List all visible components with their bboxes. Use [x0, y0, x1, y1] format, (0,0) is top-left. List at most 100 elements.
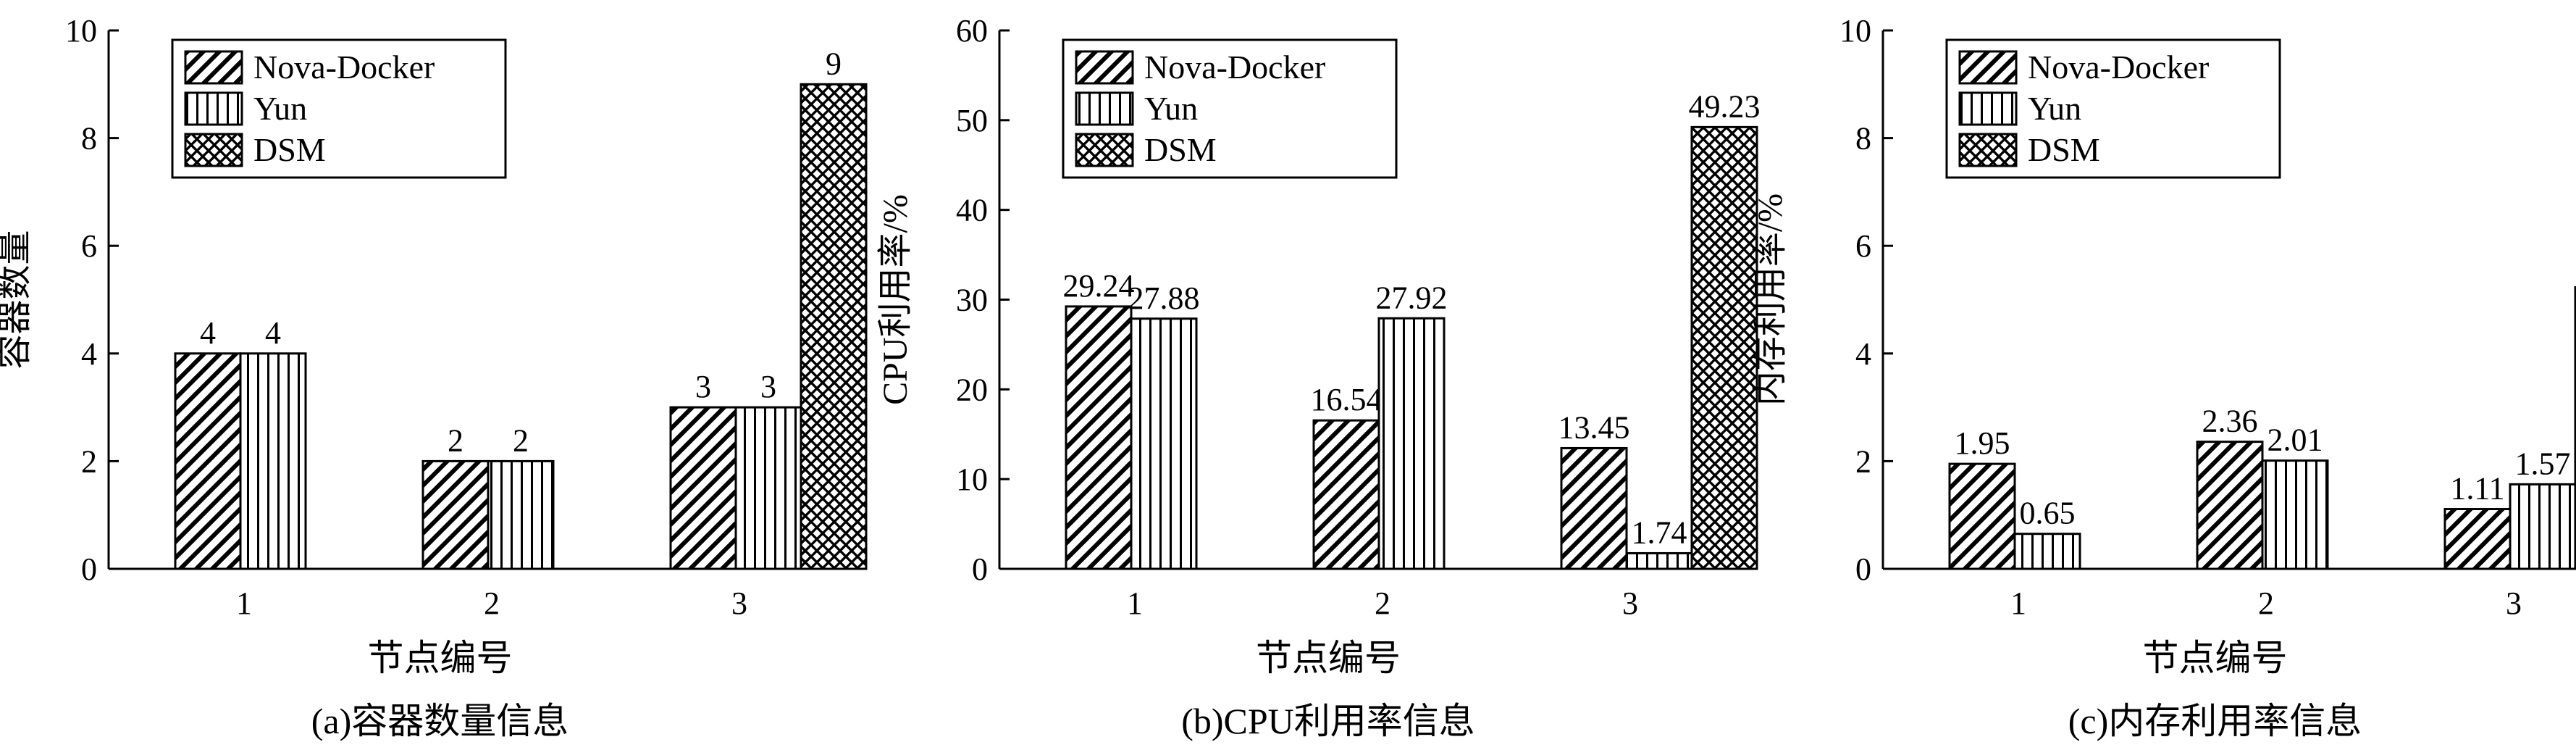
legend-swatch-yun [1075, 91, 1134, 126]
bar-nova-docker-node-1 [174, 352, 242, 570]
y-tick-label: 2 [1855, 443, 1871, 479]
y-tick-label: 0 [1855, 551, 1871, 587]
chart-panel-3: 02468101.950.6512.362.0121.111.575.233内存… [1751, 13, 2576, 741]
data-label-nova-docker-node-1: 4 [200, 315, 216, 351]
bar-yun-node-1 [1130, 317, 1198, 570]
bar-yun-node-2 [487, 459, 555, 570]
data-label-nova-docker-node-2: 2.36 [2202, 404, 2258, 439]
legend-label-yun: Yun [1144, 90, 1198, 127]
bar-dsm-node-3 [800, 83, 868, 570]
bar-yun-node-2 [1377, 317, 1446, 570]
y-tick-label: 6 [81, 228, 97, 264]
y-tick-label: 6 [1855, 228, 1871, 264]
y-tick-label: 10 [956, 462, 988, 497]
data-label-yun-node-3: 1.57 [2515, 446, 2571, 481]
y-tick-label: 0 [81, 551, 97, 587]
bar-yun-node-1 [2013, 533, 2081, 570]
data-label-yun-node-1: 0.65 [2020, 496, 2076, 531]
x-tick-label: 2 [1375, 586, 1390, 621]
data-label-nova-docker-node-3: 3 [695, 369, 711, 404]
legend-label-yun: Yun [2028, 90, 2081, 127]
x-tick-label: 1 [2010, 586, 2026, 621]
bar-dsm-node-3 [1690, 125, 1758, 570]
y-tick-label: 4 [1855, 336, 1871, 372]
legend-label-nova-docker: Nova-Docker [253, 49, 435, 86]
x-tick-label: 1 [1127, 586, 1143, 621]
legend-label-yun: Yun [253, 90, 307, 127]
y-tick-label: 0 [972, 551, 988, 587]
x-axis-title: 节点编号 [2143, 638, 2288, 678]
y-tick-label: 40 [956, 193, 988, 228]
data-label-nova-docker-node-1: 29.24 [1063, 268, 1135, 304]
bar-nova-docker-node-2 [421, 459, 490, 570]
x-tick-label: 3 [731, 586, 747, 621]
bar-yun-node-3 [2509, 483, 2576, 570]
x-tick-label: 2 [484, 586, 500, 621]
legend-swatch-dsm [184, 133, 243, 167]
bar-nova-docker-node-1 [1948, 462, 2016, 570]
y-tick-label: 8 [81, 121, 97, 157]
bar-nova-docker-node-2 [2196, 441, 2264, 570]
legend-label-nova-docker: Nova-Docker [2028, 49, 2209, 86]
legend-label-dsm: DSM [1144, 131, 1217, 168]
legend-swatch-nova-docker [1958, 50, 2018, 85]
y-tick-label: 50 [956, 103, 988, 138]
y-tick-label: 30 [956, 283, 988, 318]
legend-swatch-dsm [1958, 133, 2018, 167]
legend-label-dsm: DSM [2028, 131, 2100, 168]
data-label-nova-docker-node-2: 2 [448, 422, 463, 458]
x-axis-title: 节点编号 [1256, 638, 1401, 678]
legend: Nova-Docker Yun DSM [1945, 38, 2281, 179]
y-tick-label: 2 [81, 443, 97, 479]
y-tick-label: 8 [1855, 121, 1871, 157]
legend-swatch-dsm [1075, 133, 1134, 167]
chart-caption: (b)CPU利用率信息 [1181, 701, 1475, 741]
bar-yun-node-3 [1625, 551, 1693, 570]
legend-swatch-yun [1958, 91, 2018, 126]
data-label-yun-node-3: 1.74 [1632, 514, 1687, 550]
data-label-yun-node-2: 27.92 [1376, 280, 1448, 315]
data-label-yun-node-2: 2.01 [2267, 422, 2323, 458]
x-tick-label: 3 [2506, 586, 2522, 621]
data-label-nova-docker-node-1: 1.95 [1955, 425, 2010, 461]
bar-nova-docker-node-1 [1065, 305, 1133, 570]
bar-yun-node-1 [239, 352, 307, 570]
y-tick-label: 4 [81, 336, 97, 372]
y-axis-title: CPU利用率/% [876, 194, 915, 405]
data-label-yun-node-1: 27.88 [1128, 280, 1200, 316]
data-label-yun-node-3: 3 [760, 369, 776, 404]
bar-nova-docker-node-2 [1312, 419, 1380, 570]
chart-caption: (c)内存利用率信息 [2068, 701, 2362, 741]
bar-yun-node-2 [2261, 459, 2329, 570]
bar-nova-docker-node-3 [669, 406, 737, 570]
y-tick-label: 10 [1839, 13, 1871, 49]
legend-label-dsm: DSM [253, 131, 326, 168]
legend-swatch-yun [184, 91, 243, 126]
chart-caption: (a)容器数量信息 [311, 701, 569, 741]
data-label-nova-docker-node-3: 1.11 [2450, 471, 2504, 507]
data-label-dsm-node-3: 9 [826, 46, 842, 81]
x-tick-label: 1 [236, 586, 252, 621]
data-label-nova-docker-node-3: 13.45 [1558, 409, 1630, 445]
legend: Nova-Docker Yun DSM [171, 38, 507, 179]
bar-nova-docker-node-3 [2443, 508, 2512, 570]
data-label-yun-node-1: 4 [265, 315, 281, 351]
legend-label-nova-docker: Nova-Docker [1144, 49, 1325, 86]
data-label-dsm-node-3: 49.23 [1689, 88, 1761, 124]
y-axis-title: 容器数量 [0, 230, 34, 369]
x-tick-label: 2 [2258, 586, 2274, 621]
x-axis-title: 节点编号 [368, 638, 513, 678]
legend-swatch-nova-docker [1075, 50, 1134, 85]
y-tick-label: 60 [956, 13, 988, 49]
bar-nova-docker-node-3 [1560, 446, 1628, 570]
x-tick-label: 3 [1622, 586, 1638, 621]
legend: Nova-Docker Yun DSM [1062, 38, 1398, 179]
legend-swatch-nova-docker [184, 50, 243, 85]
bar-yun-node-3 [734, 406, 802, 570]
y-tick-label: 20 [956, 372, 988, 407]
y-tick-label: 10 [65, 13, 97, 49]
data-label-nova-docker-node-2: 16.54 [1311, 382, 1383, 417]
